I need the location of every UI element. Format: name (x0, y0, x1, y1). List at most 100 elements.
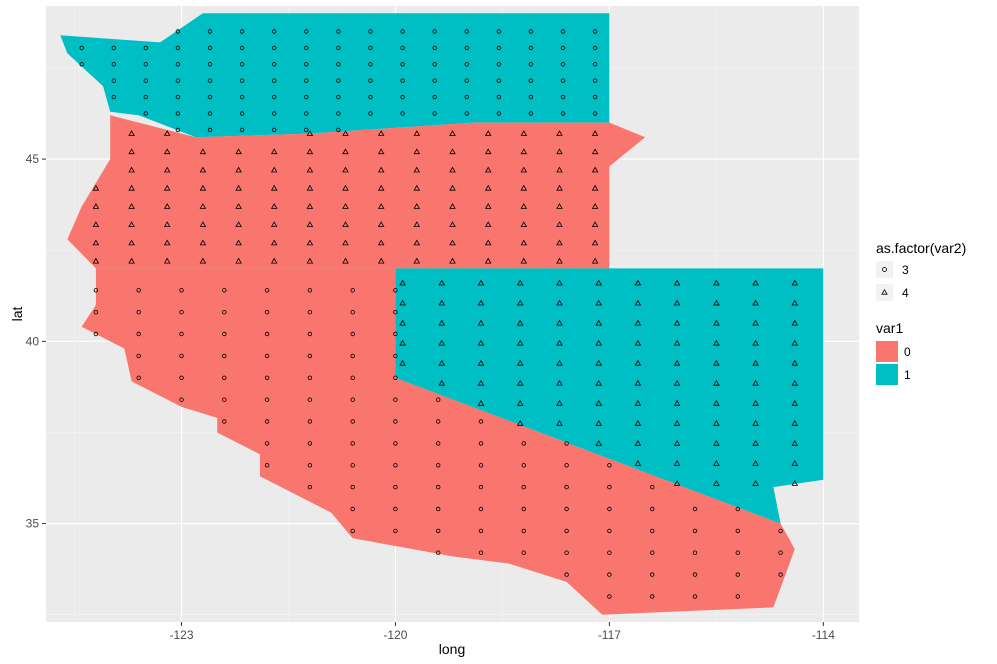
point-oregon (520, 239, 528, 246)
point-markers (79, 29, 799, 599)
point-oregon (520, 257, 528, 264)
point-california (264, 353, 270, 359)
point-nevada (752, 399, 759, 406)
point-washington (304, 29, 309, 34)
point-california (650, 594, 655, 599)
point-nevada (556, 279, 563, 286)
point-nevada (477, 319, 485, 326)
point-washington (207, 62, 213, 67)
point-washington (272, 78, 277, 83)
point-nevada (791, 359, 799, 366)
point-california (564, 550, 569, 555)
point-california (735, 528, 740, 534)
point-nevada (752, 279, 759, 286)
point-oregon (449, 148, 456, 155)
point-oregon (377, 184, 385, 191)
point-california (650, 572, 655, 577)
point-washington (143, 94, 148, 100)
point-oregon (413, 148, 421, 155)
x-axis-title: long (439, 641, 465, 657)
point-california (607, 463, 612, 468)
point-nevada (673, 419, 681, 426)
shape-legend-circle-icon (882, 267, 887, 272)
point-california (436, 528, 441, 534)
point-washington (592, 111, 598, 116)
point-california (136, 331, 141, 337)
point-washington (432, 78, 437, 83)
point-california (350, 419, 355, 424)
point-nevada (713, 440, 720, 446)
point-oregon (163, 184, 171, 191)
point-oregon (199, 203, 207, 209)
point-washington (592, 78, 598, 83)
point-california (778, 572, 783, 577)
point-washington (528, 78, 534, 83)
point-california (222, 288, 227, 293)
point-california (650, 550, 655, 555)
point-california (350, 397, 355, 402)
point-oregon (235, 203, 242, 209)
point-california (307, 375, 313, 380)
point-california (735, 594, 740, 599)
point-california (350, 375, 355, 380)
point-california (350, 463, 355, 468)
point-washington (432, 29, 437, 34)
point-nevada (673, 319, 681, 326)
point-nevada (634, 279, 642, 286)
point-california (393, 353, 398, 359)
point-nevada (752, 419, 759, 426)
point-california (307, 419, 313, 424)
point-california (307, 288, 313, 293)
point-oregon (163, 130, 171, 136)
point-washington (336, 62, 341, 67)
shape-legend-label-4: 4 (902, 286, 909, 300)
point-california (136, 310, 141, 315)
point-california (264, 288, 270, 293)
point-oregon (128, 221, 135, 228)
point-washington (400, 62, 405, 67)
point-oregon (591, 203, 599, 209)
point-washington (239, 127, 245, 133)
point-washington (368, 29, 373, 34)
point-nevada (477, 379, 485, 386)
point-oregon (413, 257, 421, 264)
point-california (307, 310, 313, 315)
point-nevada (673, 379, 681, 386)
point-nevada (713, 339, 720, 346)
point-nevada (791, 459, 799, 466)
point-oregon (306, 184, 314, 191)
point-nevada (634, 299, 642, 306)
point-nevada (399, 339, 406, 346)
point-washington (432, 45, 437, 51)
point-nevada (752, 379, 759, 386)
point-nevada (477, 279, 485, 286)
point-washington (528, 94, 534, 100)
point-nevada (752, 299, 759, 306)
point-nevada (752, 459, 759, 466)
point-california (735, 506, 740, 512)
point-washington (496, 62, 502, 67)
point-oregon (128, 148, 135, 155)
point-california (393, 463, 398, 468)
point-california (222, 353, 227, 359)
point-washington (592, 94, 598, 100)
axis-ticks: -123 -120 -117 -114 35 40 45 (26, 152, 836, 642)
point-washington (239, 62, 245, 67)
point-washington (239, 78, 245, 83)
point-california (564, 528, 569, 534)
point-washington (368, 45, 373, 51)
point-washington (143, 78, 148, 83)
point-california (478, 484, 484, 490)
region-oregon (67, 115, 646, 269)
point-nevada (752, 440, 759, 446)
point-nevada (556, 359, 563, 366)
point-oregon (342, 257, 349, 264)
point-nevada (752, 359, 759, 366)
point-nevada (438, 319, 446, 326)
point-oregon (556, 148, 563, 155)
point-oregon (591, 239, 599, 246)
point-california (93, 310, 99, 315)
point-oregon (270, 203, 278, 209)
point-oregon (306, 130, 314, 136)
point-oregon (270, 221, 278, 228)
